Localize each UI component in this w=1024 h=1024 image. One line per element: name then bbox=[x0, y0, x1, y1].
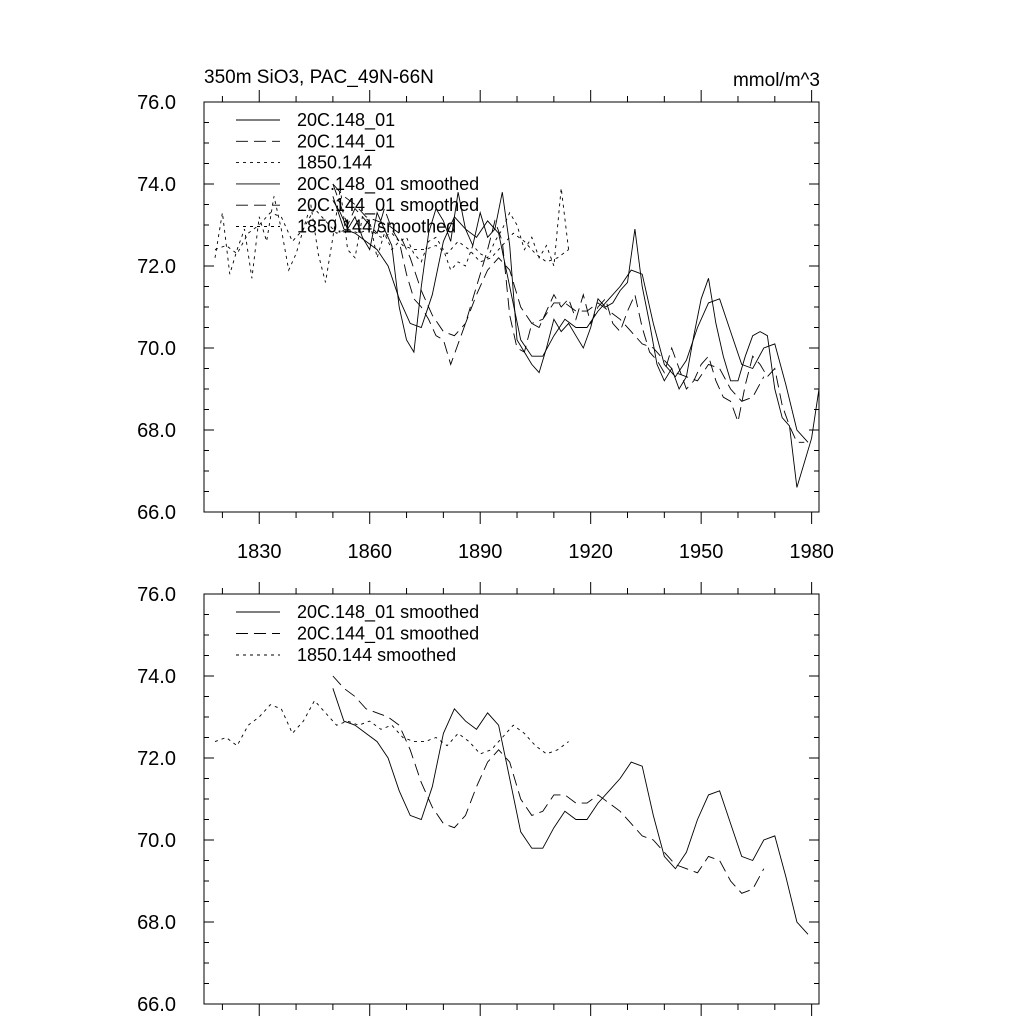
legend-label-1850-144-smoothed: 1850.144 smoothed bbox=[297, 645, 456, 665]
bottom-series-group bbox=[214, 675, 809, 935]
y-tick-label: 74.0 bbox=[137, 666, 176, 688]
y-tick-label: 66.0 bbox=[137, 994, 176, 1016]
x-tick-label: 1980 bbox=[789, 541, 834, 563]
top-series-group bbox=[214, 183, 820, 488]
legend-label-20c-144-01: 20C.144_01 bbox=[297, 131, 395, 152]
y-tick-label: 66.0 bbox=[137, 502, 176, 524]
series-line-20c-148-01-smoothed bbox=[332, 196, 809, 443]
top-x-axis-labels: 1830 1860 1890 1920 1950 1980 bbox=[237, 541, 834, 563]
y-tick-label: 68.0 bbox=[137, 420, 176, 442]
top-panel: 350m SiO3, PAC_49N-66N mmol/m^3 66.0 68.0… bbox=[137, 67, 834, 563]
series-line-20c-144-01 bbox=[332, 183, 805, 443]
series-line-20c-144-01-smoothed bbox=[332, 675, 765, 894]
y-tick-label: 68.0 bbox=[137, 912, 176, 934]
legend-label-20c-148-01-smoothed: 20C.148_01 smoothed bbox=[297, 174, 479, 195]
legend-label-1850-144-smoothed: 1850.144 smoothed bbox=[297, 217, 456, 237]
y-tick-label: 74.0 bbox=[137, 174, 176, 196]
x-tick-label: 1890 bbox=[458, 541, 503, 563]
series-line-1850-144-smoothed bbox=[214, 699, 569, 755]
x-tick-label: 1920 bbox=[568, 541, 613, 563]
legend-label-1850-144: 1850.144 bbox=[297, 153, 372, 173]
y-tick-label: 70.0 bbox=[137, 338, 176, 360]
y-tick-label: 70.0 bbox=[137, 830, 176, 852]
legend-label-20c-144-01-smoothed: 20C.144_01 smoothed bbox=[297, 195, 479, 216]
series-line-20c-148-01 bbox=[332, 192, 820, 488]
legend-label-20c-144-01-smoothed: 20C.144_01 smoothed bbox=[297, 624, 479, 645]
legend-label-20c-148-01: 20C.148_01 bbox=[297, 110, 395, 131]
x-tick-label: 1950 bbox=[679, 541, 724, 563]
y-tick-label: 76.0 bbox=[137, 92, 176, 114]
series-line-1850-144 bbox=[214, 188, 570, 283]
top-axis-ticks bbox=[204, 90, 819, 524]
bottom-axis-ticks bbox=[204, 582, 819, 1016]
y-tick-label: 72.0 bbox=[137, 256, 176, 278]
bottom-y-axis-labels: 66.0 68.0 70.0 72.0 74.0 76.0 bbox=[137, 584, 176, 1016]
bottom-panel: 66.0 68.0 70.0 72.0 74.0 76.0 20C.148_01 smoo… bbox=[137, 582, 820, 1016]
y-tick-label: 76.0 bbox=[137, 584, 176, 606]
series-line-20c-144-01-smoothed bbox=[332, 183, 765, 402]
chart-title: 350m SiO3, PAC_49N-66N bbox=[204, 67, 434, 88]
top-y-axis-labels: 66.0 68.0 70.0 72.0 74.0 76.0 bbox=[137, 92, 176, 524]
x-tick-label: 1830 bbox=[237, 541, 282, 563]
units-label: mmol/m^3 bbox=[733, 70, 820, 91]
x-tick-label: 1860 bbox=[347, 541, 392, 563]
legend-label-20c-148-01-smoothed: 20C.148_01 smoothed bbox=[297, 602, 479, 623]
y-tick-label: 72.0 bbox=[137, 748, 176, 770]
series-line-20c-148-01-smoothed bbox=[332, 688, 809, 935]
